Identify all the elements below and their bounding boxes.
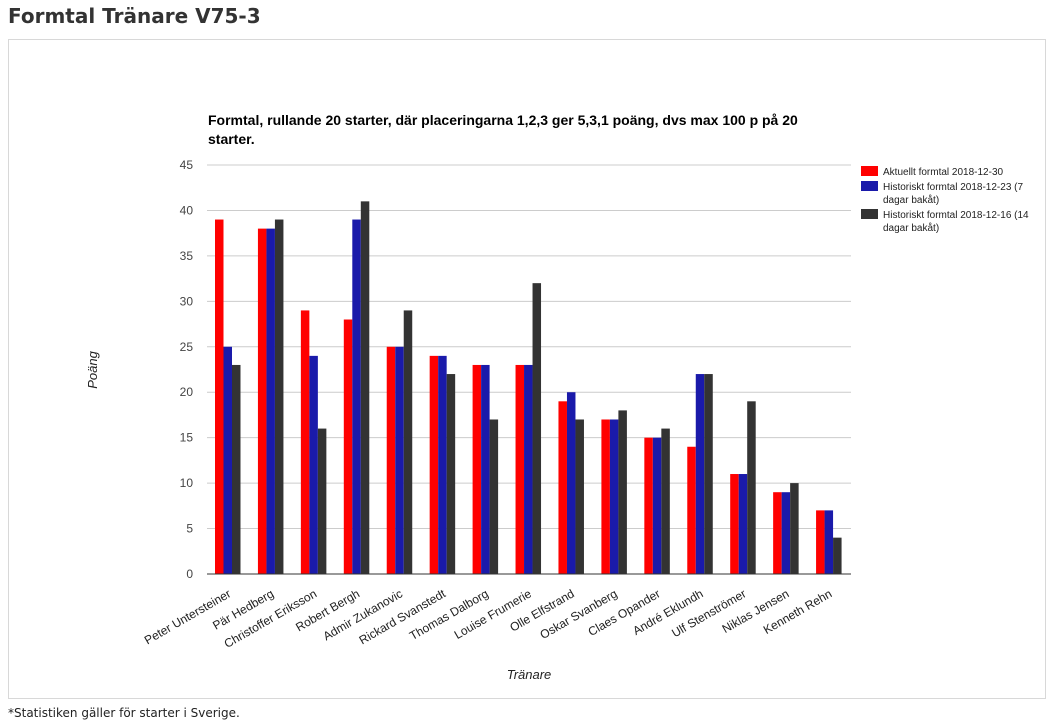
bar-group (644, 428, 670, 574)
bar (266, 228, 275, 574)
legend: Aktuellt formtal 2018-12-30 Historiskt fo… (861, 166, 1029, 234)
legend-label: Aktuellt formtal 2018-12-30 (883, 167, 1004, 178)
bar (833, 537, 842, 574)
bar-group (343, 201, 370, 575)
bar (532, 283, 542, 574)
y-tick-label: 25 (180, 340, 194, 354)
y-tick-label: 30 (180, 294, 194, 308)
bar (652, 437, 662, 574)
legend-label: Historiskt formtal 2018-12-23 (7 (883, 182, 1023, 193)
bar (360, 201, 370, 574)
bar (309, 355, 318, 574)
bar (438, 355, 447, 574)
bar-group (257, 219, 284, 575)
bar (274, 219, 284, 575)
bar-group (730, 401, 756, 574)
bar (566, 392, 576, 574)
bar (824, 510, 834, 574)
y-tick-label: 10 (180, 476, 194, 490)
bar (816, 510, 825, 574)
bar (481, 364, 490, 574)
bar-chart: Formtal, rullande 20 starter, där placer… (85, 112, 1029, 682)
legend-swatch (861, 166, 878, 176)
bar (687, 446, 696, 574)
bar-group (472, 364, 499, 574)
bar (773, 492, 782, 574)
bar (403, 310, 413, 574)
bar (515, 364, 525, 574)
bar (352, 219, 361, 575)
bar (395, 346, 404, 574)
bar (300, 310, 310, 574)
y-tick-label: 40 (180, 203, 194, 217)
bar-group (816, 510, 842, 574)
bar-group (773, 483, 799, 574)
legend-label: dagar bakåt) (883, 194, 939, 206)
bar (644, 437, 653, 574)
bar (601, 419, 610, 574)
bar (429, 355, 439, 574)
bar (317, 428, 327, 574)
bar (738, 474, 748, 574)
bar-group (687, 374, 713, 574)
bar (215, 219, 224, 575)
bar (446, 374, 456, 574)
x-axis-label: Tränare (507, 667, 552, 682)
bar (747, 401, 756, 574)
bar (386, 346, 396, 574)
bar-group (515, 283, 542, 574)
legend-label: dagar bakåt) (883, 222, 939, 234)
bar-group (601, 410, 627, 574)
y-tick-label: 15 (180, 431, 194, 445)
chart-title-line: Formtal, rullande 20 starter, där placer… (208, 112, 798, 128)
bar (661, 428, 670, 574)
bar (472, 364, 482, 574)
bar (695, 374, 705, 574)
bar-group (429, 355, 456, 574)
legend-swatch (861, 209, 878, 219)
bar (489, 419, 499, 574)
chart-panel: Formtal, rullande 20 starter, där placer… (8, 39, 1046, 699)
bar-group (215, 219, 241, 575)
page-title: Formtal Tränare V75-3 (8, 4, 261, 28)
legend-item: Aktuellt formtal 2018-12-30 (861, 166, 1004, 178)
bar (790, 483, 799, 574)
bar-group (300, 310, 327, 574)
bar (730, 474, 739, 574)
y-axis-label: Poäng (85, 350, 100, 388)
bar (232, 364, 241, 574)
y-tick-label: 0 (186, 567, 193, 581)
y-tick-label: 35 (180, 249, 194, 263)
bar (558, 401, 567, 574)
bar (343, 319, 353, 574)
footnote: *Statistiken gäller för starter i Sverig… (8, 706, 240, 720)
y-tick-label: 5 (186, 522, 193, 536)
bar (524, 364, 533, 574)
bar (618, 410, 627, 574)
y-tick-label: 45 (180, 158, 194, 172)
chart-title: Formtal, rullande 20 starter, där placer… (208, 112, 798, 147)
y-axis-ticks: 0 5 10 15 20 25 30 35 40 45 (180, 158, 194, 581)
bar-group (558, 392, 584, 574)
bar (704, 374, 713, 574)
bars (215, 201, 842, 575)
chart-title-line: starter. (208, 131, 255, 147)
bar (223, 346, 232, 574)
bar (575, 419, 584, 574)
legend-swatch (861, 181, 878, 191)
bar-group (386, 310, 413, 574)
bar (781, 492, 791, 574)
y-tick-label: 20 (180, 385, 194, 399)
bar (257, 228, 267, 574)
bar (609, 419, 619, 574)
legend-label: Historiskt formtal 2018-12-16 (14 (883, 210, 1029, 221)
